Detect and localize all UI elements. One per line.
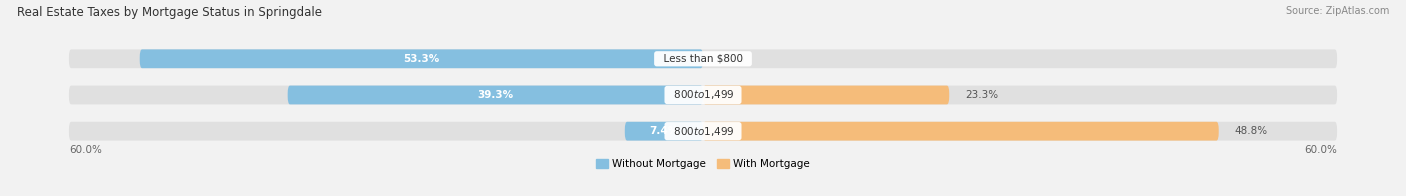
FancyBboxPatch shape <box>69 122 1337 141</box>
Text: Real Estate Taxes by Mortgage Status in Springdale: Real Estate Taxes by Mortgage Status in … <box>17 6 322 19</box>
FancyBboxPatch shape <box>69 49 1337 68</box>
FancyBboxPatch shape <box>703 86 949 104</box>
FancyBboxPatch shape <box>69 86 1337 104</box>
Text: 48.8%: 48.8% <box>1234 126 1268 136</box>
Text: Less than $800: Less than $800 <box>657 54 749 64</box>
Text: 60.0%: 60.0% <box>69 145 101 155</box>
Text: 60.0%: 60.0% <box>1305 145 1337 155</box>
Text: Source: ZipAtlas.com: Source: ZipAtlas.com <box>1285 6 1389 16</box>
FancyBboxPatch shape <box>139 49 703 68</box>
Text: 7.4%: 7.4% <box>650 126 679 136</box>
FancyBboxPatch shape <box>703 122 1219 141</box>
FancyBboxPatch shape <box>624 122 703 141</box>
Text: 39.3%: 39.3% <box>477 90 513 100</box>
Text: 53.3%: 53.3% <box>404 54 440 64</box>
Text: $800 to $1,499: $800 to $1,499 <box>666 88 740 102</box>
Legend: Without Mortgage, With Mortgage: Without Mortgage, With Mortgage <box>596 159 810 169</box>
Text: 23.3%: 23.3% <box>965 90 998 100</box>
Text: $800 to $1,499: $800 to $1,499 <box>666 125 740 138</box>
Text: 0.0%: 0.0% <box>718 54 745 64</box>
FancyBboxPatch shape <box>288 86 703 104</box>
